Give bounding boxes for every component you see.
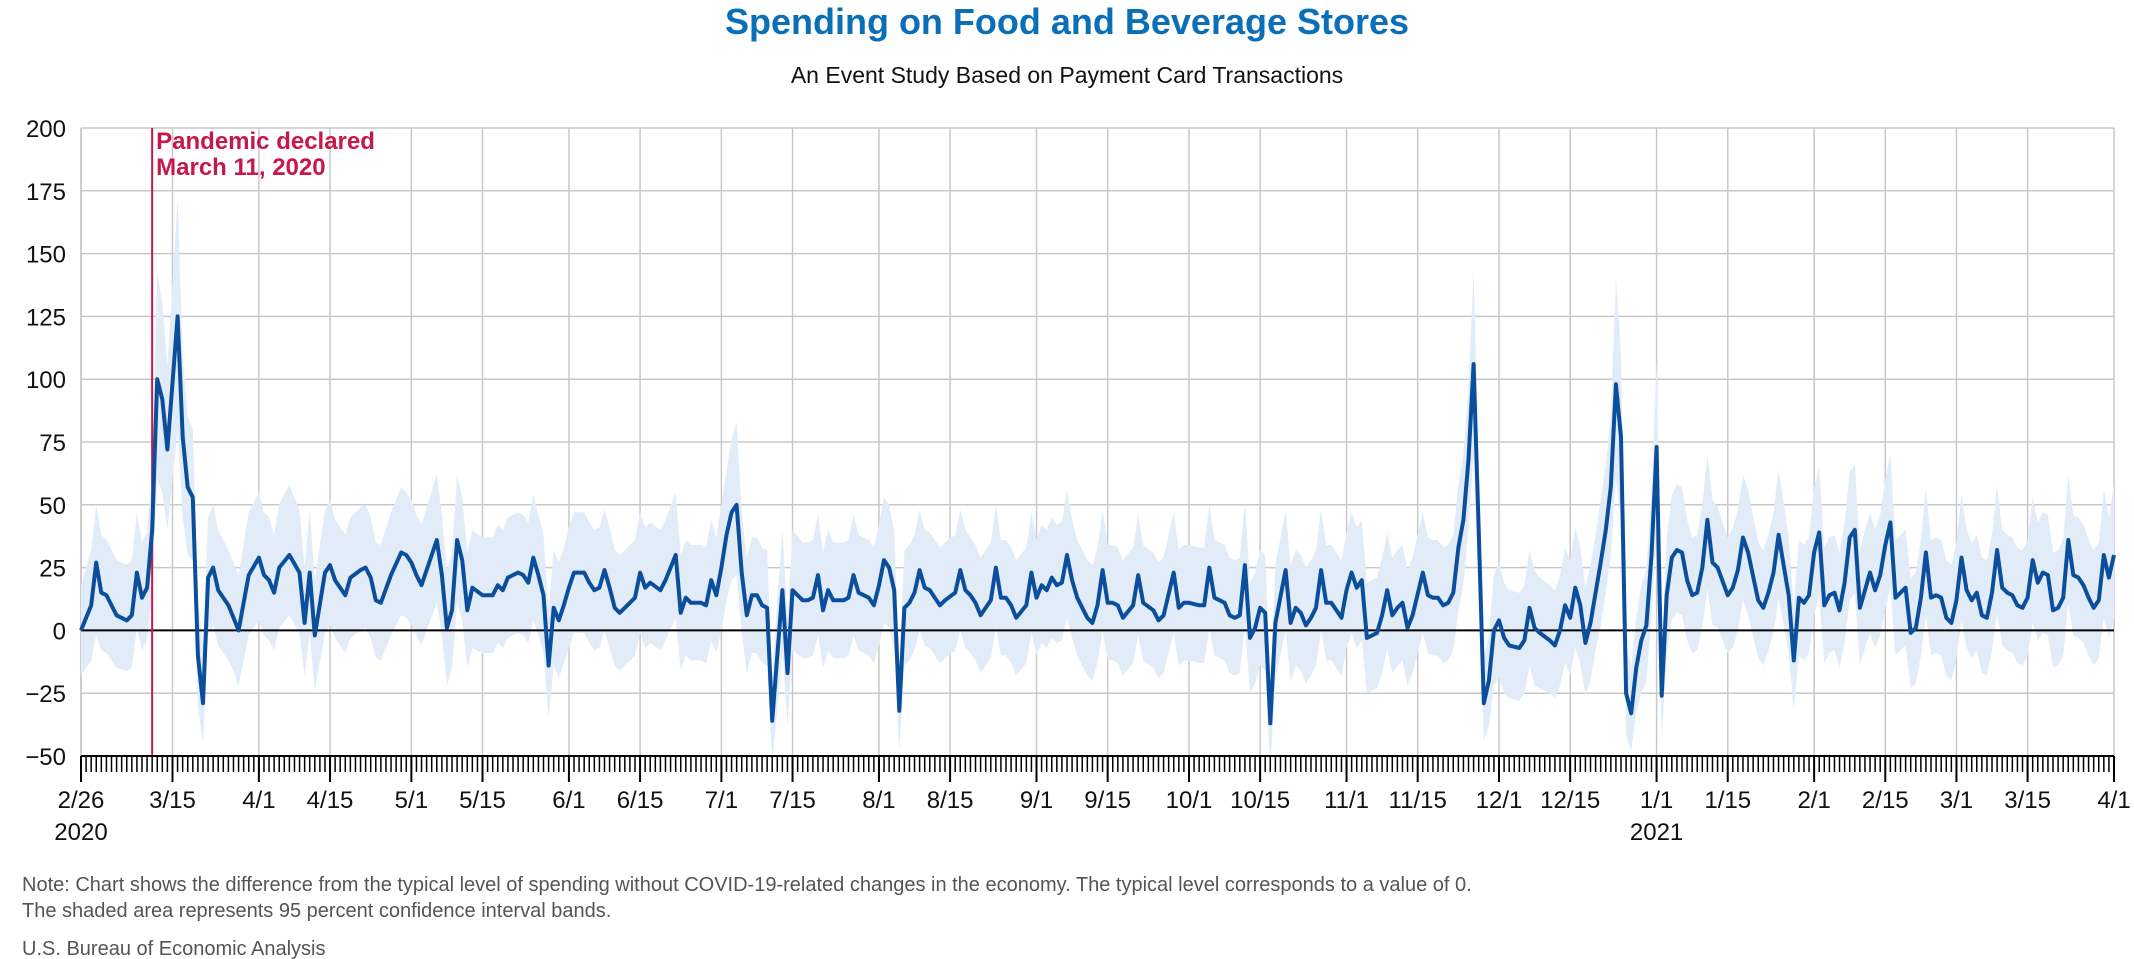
x-tick-label: 6/15 [617,787,664,814]
chart-subtitle: An Event Study Based on Payment Card Tra… [791,62,1343,88]
x-tick-label: 3/1 [1940,787,1973,814]
x-year-label: 2021 [1630,819,1683,846]
x-tick-label: 4/15 [307,787,354,814]
spending-line-layer [79,314,2116,726]
x-tick-label: 8/1 [862,787,895,814]
x-tick-label: 10/1 [1166,787,1213,814]
note-line-2: The shaded area represents 95 percent co… [22,900,611,922]
x-tick-label: 2/15 [1862,787,1909,814]
y-tick-label: 200 [26,116,66,143]
pandemic-annotation-text: March 11, 2020 [156,154,325,181]
x-tick-label: 5/15 [459,787,506,814]
y-tick-label: 125 [26,304,66,331]
x-tick-label: 4/1 [2097,787,2130,814]
confidence-band [81,198,2114,769]
x-year-label: 2020 [54,819,107,846]
x-axis [80,755,2115,782]
x-tick-label: 9/15 [1084,787,1131,814]
pandemic-annotation-text: Pandemic declared [156,128,375,155]
x-tick-label: 3/15 [149,787,196,814]
x-tick-label: 12/15 [1540,787,1600,814]
x-tick-label: 4/1 [242,787,275,814]
y-tick-label: 50 [39,493,66,520]
source-credit: U.S. Bureau of Economic Analysis [22,938,325,959]
x-axis-labels: 2/26 2020 3/15 4/1 4/15 5/1 5/15 6/1 6/15 7/1 7/15… [54,787,2130,846]
y-axis: 200 175 150 125 100 75 50 25 0 −25 −50 [25,116,66,771]
y-tick-label: −25 [25,681,66,708]
chart-title: Spending on Food and Beverage Stores [725,1,1409,42]
x-tick-label: 1/15 [1704,787,1751,814]
y-tick-label: 75 [39,430,66,457]
x-tick-label: 9/1 [1020,787,1053,814]
y-tick-label: 150 [26,242,66,269]
x-tick-label: 7/15 [769,787,816,814]
x-tick-label: 2/1 [1797,787,1830,814]
x-tick-label: 10/15 [1230,787,1290,814]
y-tick-label: −50 [25,744,66,771]
x-tick-label: 11/1 [1324,787,1369,814]
x-tick-label: 12/1 [1476,787,1523,814]
x-tick-label: 11/15 [1389,787,1447,814]
x-tick-label: 8/15 [927,787,974,814]
note-line-1: Note: Chart shows the difference from th… [22,874,1472,896]
y-tick-label: 25 [39,556,66,583]
x-tick-label: 2/26 [58,787,105,814]
x-tick-label: 3/15 [2004,787,2051,814]
spending-series-line [79,314,2116,726]
x-tick-label: 1/1 [1640,787,1673,814]
x-tick-label: 7/1 [705,787,738,814]
x-tick-label: 6/1 [552,787,585,814]
confidence-band-layer [81,198,2114,769]
x-tick-label: 5/1 [395,787,428,814]
y-tick-label: 0 [53,618,66,645]
y-tick-label: 100 [26,367,66,394]
y-tick-label: 175 [26,179,66,206]
